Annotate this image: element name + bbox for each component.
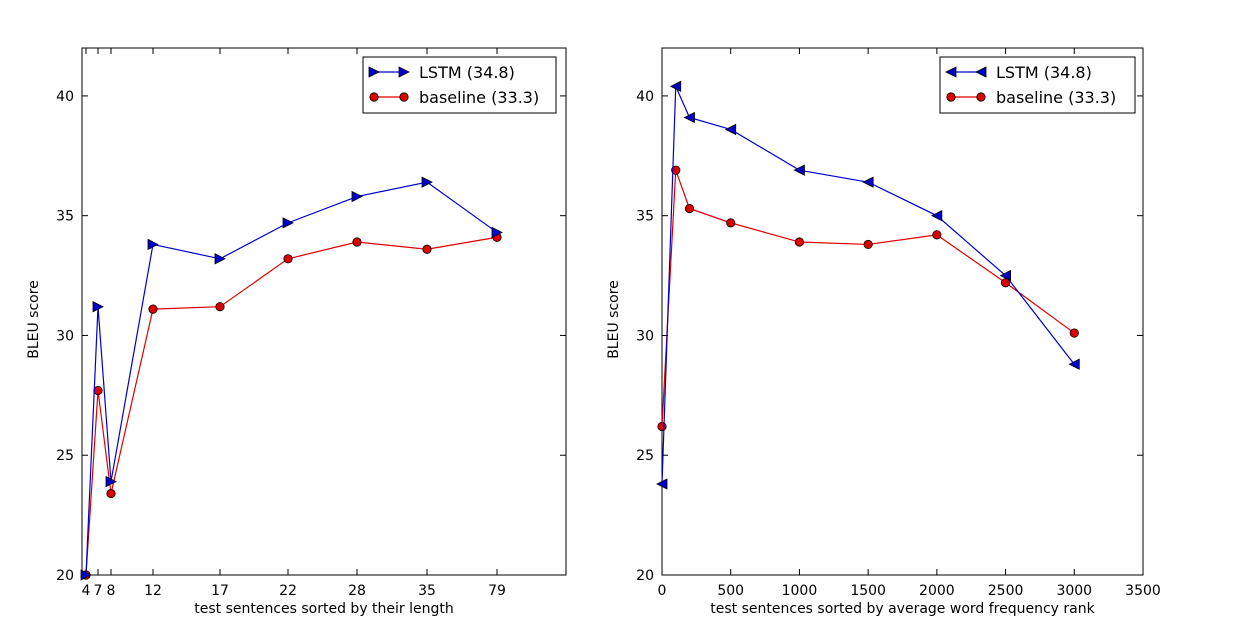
data-point bbox=[147, 238, 159, 251]
y-axis-label: BLEU score bbox=[26, 280, 42, 359]
data-point bbox=[726, 218, 736, 228]
legend: LSTM (34.8) baseline (33.3) bbox=[362, 56, 557, 114]
y-axis-label: BLEU score bbox=[606, 280, 622, 359]
x-tick-label: 1000 bbox=[782, 583, 818, 599]
x-tick-label: 4 bbox=[82, 583, 91, 599]
data-point bbox=[930, 210, 943, 222]
data-point bbox=[214, 253, 226, 265]
data-point bbox=[422, 244, 432, 254]
legend-label: baseline (33.3) bbox=[996, 88, 1116, 107]
y-tick-label: 30 bbox=[56, 328, 74, 344]
legend-swatch-marker bbox=[368, 66, 380, 78]
plot-frame bbox=[661, 47, 1144, 576]
data-point bbox=[1068, 358, 1080, 370]
plot-frame bbox=[81, 47, 567, 576]
y-tick-label: 20 bbox=[636, 568, 654, 584]
legend-box bbox=[939, 56, 1136, 114]
legend-swatch-marker bbox=[976, 92, 986, 102]
y-tick-label: 35 bbox=[56, 209, 74, 225]
x-tick-label: 8 bbox=[107, 583, 116, 599]
data-point bbox=[724, 123, 737, 136]
data-point bbox=[793, 164, 805, 176]
data-point bbox=[999, 269, 1011, 282]
x-tick-label: 28 bbox=[348, 583, 366, 599]
y-tick-label: 40 bbox=[636, 89, 654, 105]
data-point bbox=[352, 237, 362, 247]
legend-label: LSTM (34.8) bbox=[419, 63, 515, 82]
data-point bbox=[932, 230, 942, 240]
data-point bbox=[491, 226, 503, 239]
data-point bbox=[106, 488, 116, 499]
x-tick-label: 35 bbox=[418, 583, 436, 599]
x-tick-label: 22 bbox=[279, 583, 297, 599]
legend-swatch-marker bbox=[369, 92, 379, 102]
x-tick-label: 7 bbox=[94, 583, 103, 599]
chart-panel-2: 20 25 30 35 40 0 500 1000 1500 2000 2500 3000 3500 te… bbox=[606, 47, 1161, 617]
series-baseline bbox=[657, 165, 1079, 432]
y-tick-label: 20 bbox=[56, 568, 74, 584]
legend-label: LSTM (34.8) bbox=[996, 63, 1092, 82]
data-point bbox=[669, 80, 682, 92]
x-tick-label: 79 bbox=[488, 583, 506, 599]
data-point bbox=[1000, 278, 1011, 288]
chart-panel-1: 20 25 30 35 40 4 7 8 12 17 22 28 35 79 test sentences … bbox=[26, 47, 567, 617]
data-point bbox=[351, 190, 363, 203]
legend-swatch-marker bbox=[398, 66, 410, 78]
data-point bbox=[794, 237, 805, 247]
x-tick-label: 0 bbox=[658, 583, 667, 599]
data-point bbox=[863, 239, 873, 250]
legend: LSTM (34.8) baseline (33.3) bbox=[939, 56, 1136, 114]
data-point bbox=[105, 475, 117, 488]
legend-box bbox=[362, 56, 557, 114]
legend-swatch-marker bbox=[946, 92, 956, 102]
x-tick-label: 17 bbox=[211, 583, 229, 599]
data-point bbox=[282, 217, 294, 229]
data-point bbox=[1069, 328, 1079, 338]
x-tick-label: 3500 bbox=[1125, 583, 1161, 599]
data-point bbox=[148, 304, 158, 314]
data-point bbox=[80, 569, 92, 581]
data-point bbox=[421, 176, 433, 188]
legend-swatch-marker bbox=[399, 92, 409, 102]
data-point bbox=[683, 111, 695, 124]
x-axis-label: test sentences sorted by their length bbox=[194, 601, 454, 617]
series-line bbox=[85, 236, 498, 576]
data-point bbox=[92, 301, 104, 313]
x-tick-label: 500 bbox=[717, 583, 744, 599]
legend-label: baseline (33.3) bbox=[419, 88, 539, 107]
y-tick-label: 35 bbox=[636, 209, 654, 225]
data-point bbox=[215, 302, 225, 312]
y-tick-label: 25 bbox=[636, 448, 654, 464]
legend-swatch-marker bbox=[945, 66, 957, 78]
x-axis-label: test sentences sorted by average word fr… bbox=[710, 601, 1095, 617]
x-tick-label: 2500 bbox=[988, 583, 1024, 599]
y-tick-label: 40 bbox=[56, 89, 74, 105]
data-point bbox=[93, 385, 103, 396]
x-tick-label: 3000 bbox=[1056, 583, 1092, 599]
data-point bbox=[684, 203, 695, 214]
y-tick-label: 30 bbox=[636, 328, 654, 344]
x-tick-label: 2000 bbox=[919, 583, 955, 599]
data-point bbox=[671, 165, 681, 175]
series-lstm bbox=[656, 80, 1080, 490]
x-tick-label: 12 bbox=[144, 583, 162, 599]
series-line bbox=[661, 86, 1075, 484]
series-line bbox=[661, 169, 1075, 427]
series-baseline bbox=[81, 232, 502, 580]
data-point bbox=[656, 478, 668, 490]
series-lstm bbox=[80, 176, 503, 581]
x-tick-label: 1500 bbox=[850, 583, 886, 599]
y-tick-label: 25 bbox=[56, 448, 74, 464]
data-point bbox=[657, 421, 667, 432]
data-point bbox=[283, 254, 293, 264]
legend-swatch-marker bbox=[975, 66, 987, 78]
data-point bbox=[862, 176, 874, 188]
